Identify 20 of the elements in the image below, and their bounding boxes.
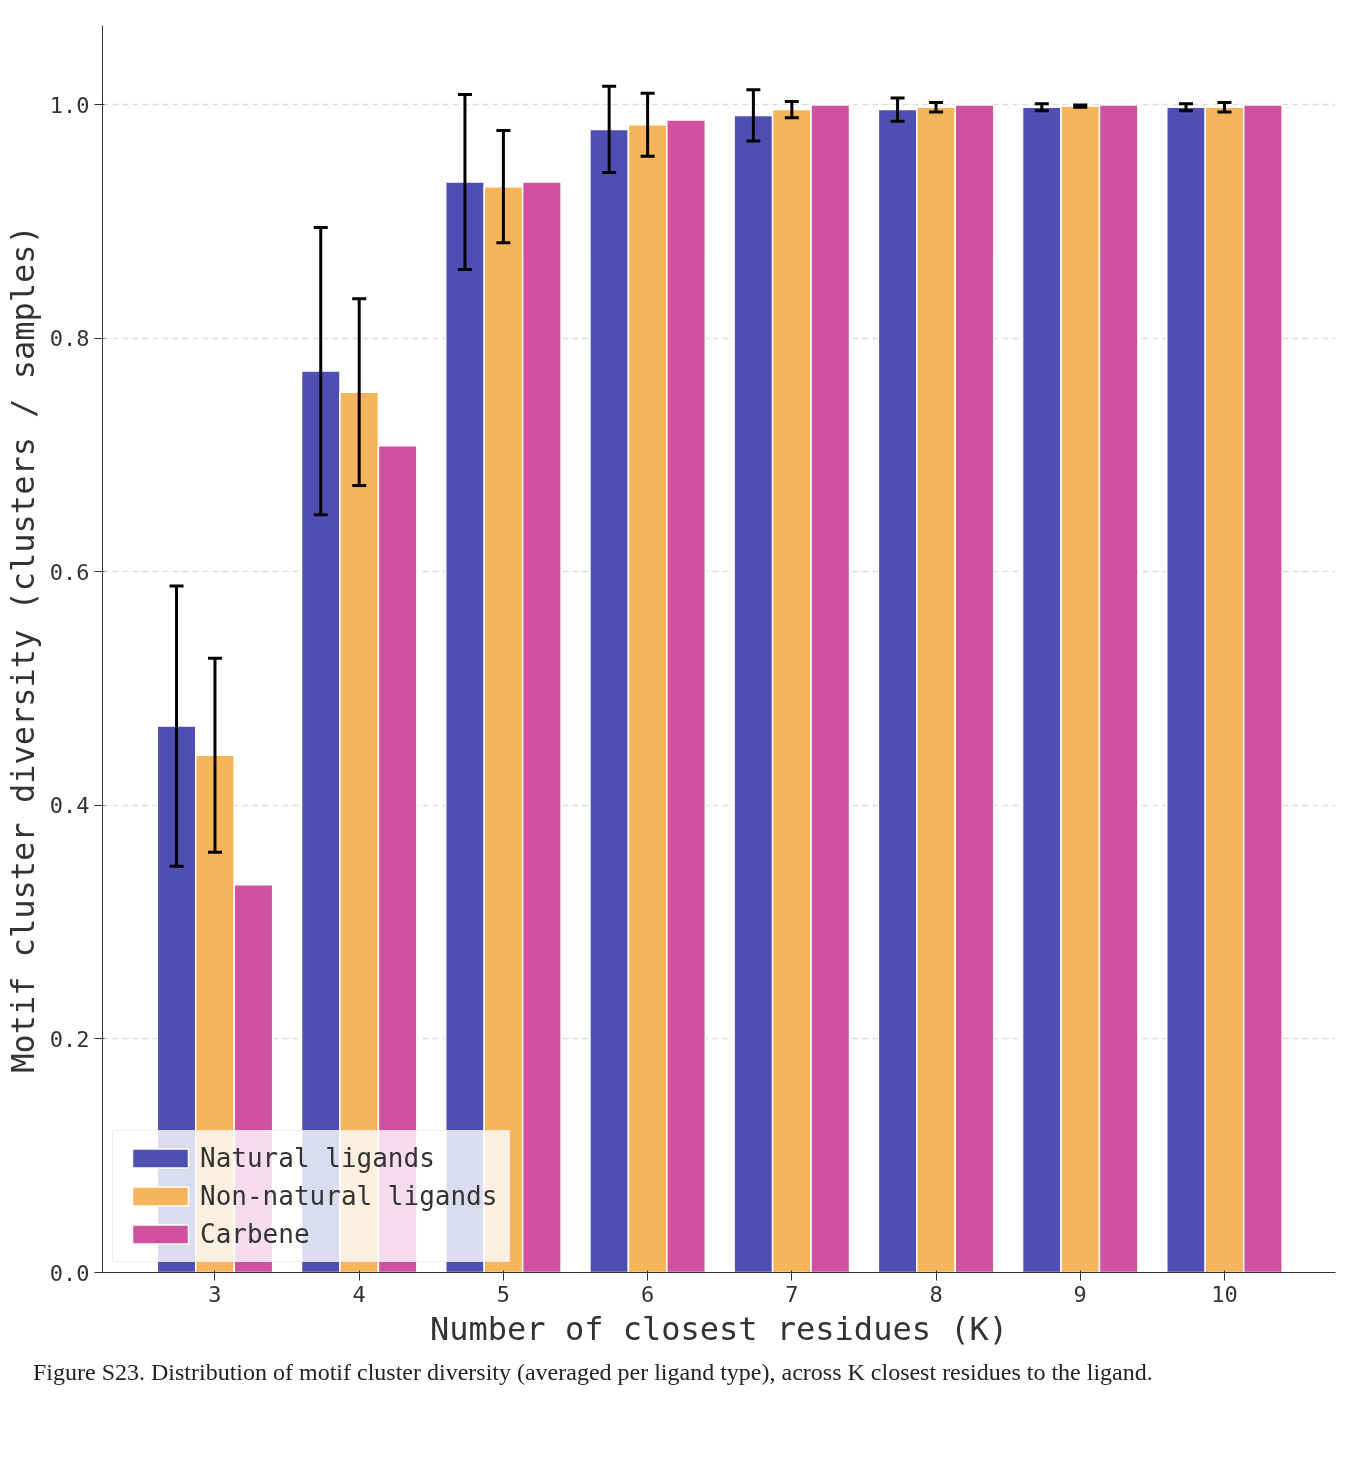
x-tick-label: 10	[1211, 1281, 1238, 1307]
y-axis-title: Motif cluster diversity (clusters / samples)	[3, 225, 42, 1073]
legend-label: Non-natural ligands	[200, 1181, 498, 1211]
y-tick-label: 0.6	[49, 559, 90, 585]
x-tick-label: 5	[496, 1281, 511, 1307]
y-tick-label: 0.0	[49, 1260, 90, 1286]
x-tick-label: 3	[208, 1281, 222, 1307]
x-tick-label: 4	[352, 1281, 366, 1307]
y-tick-label: 0.4	[49, 793, 90, 819]
x-axis-title: Number of closest residues (K)	[430, 1309, 1008, 1348]
legend-label: Carbene	[200, 1219, 310, 1249]
legend-label: Natural ligands	[200, 1143, 435, 1173]
y-tick-label: 0.2	[49, 1026, 90, 1052]
x-tick-label: 9	[1073, 1281, 1087, 1307]
x-tick-label: 6	[640, 1281, 655, 1307]
x-tick-label: 7	[785, 1281, 799, 1307]
y-tick-label: 0.8	[49, 326, 90, 352]
x-tick-label: 8	[929, 1281, 943, 1307]
caption: Figure S23. Distribution of motif cluster diversity (averaged per ligand type), across K closest residues to the ligand.	[32, 1358, 1154, 1387]
y-tick-label: 1.0	[49, 92, 90, 118]
